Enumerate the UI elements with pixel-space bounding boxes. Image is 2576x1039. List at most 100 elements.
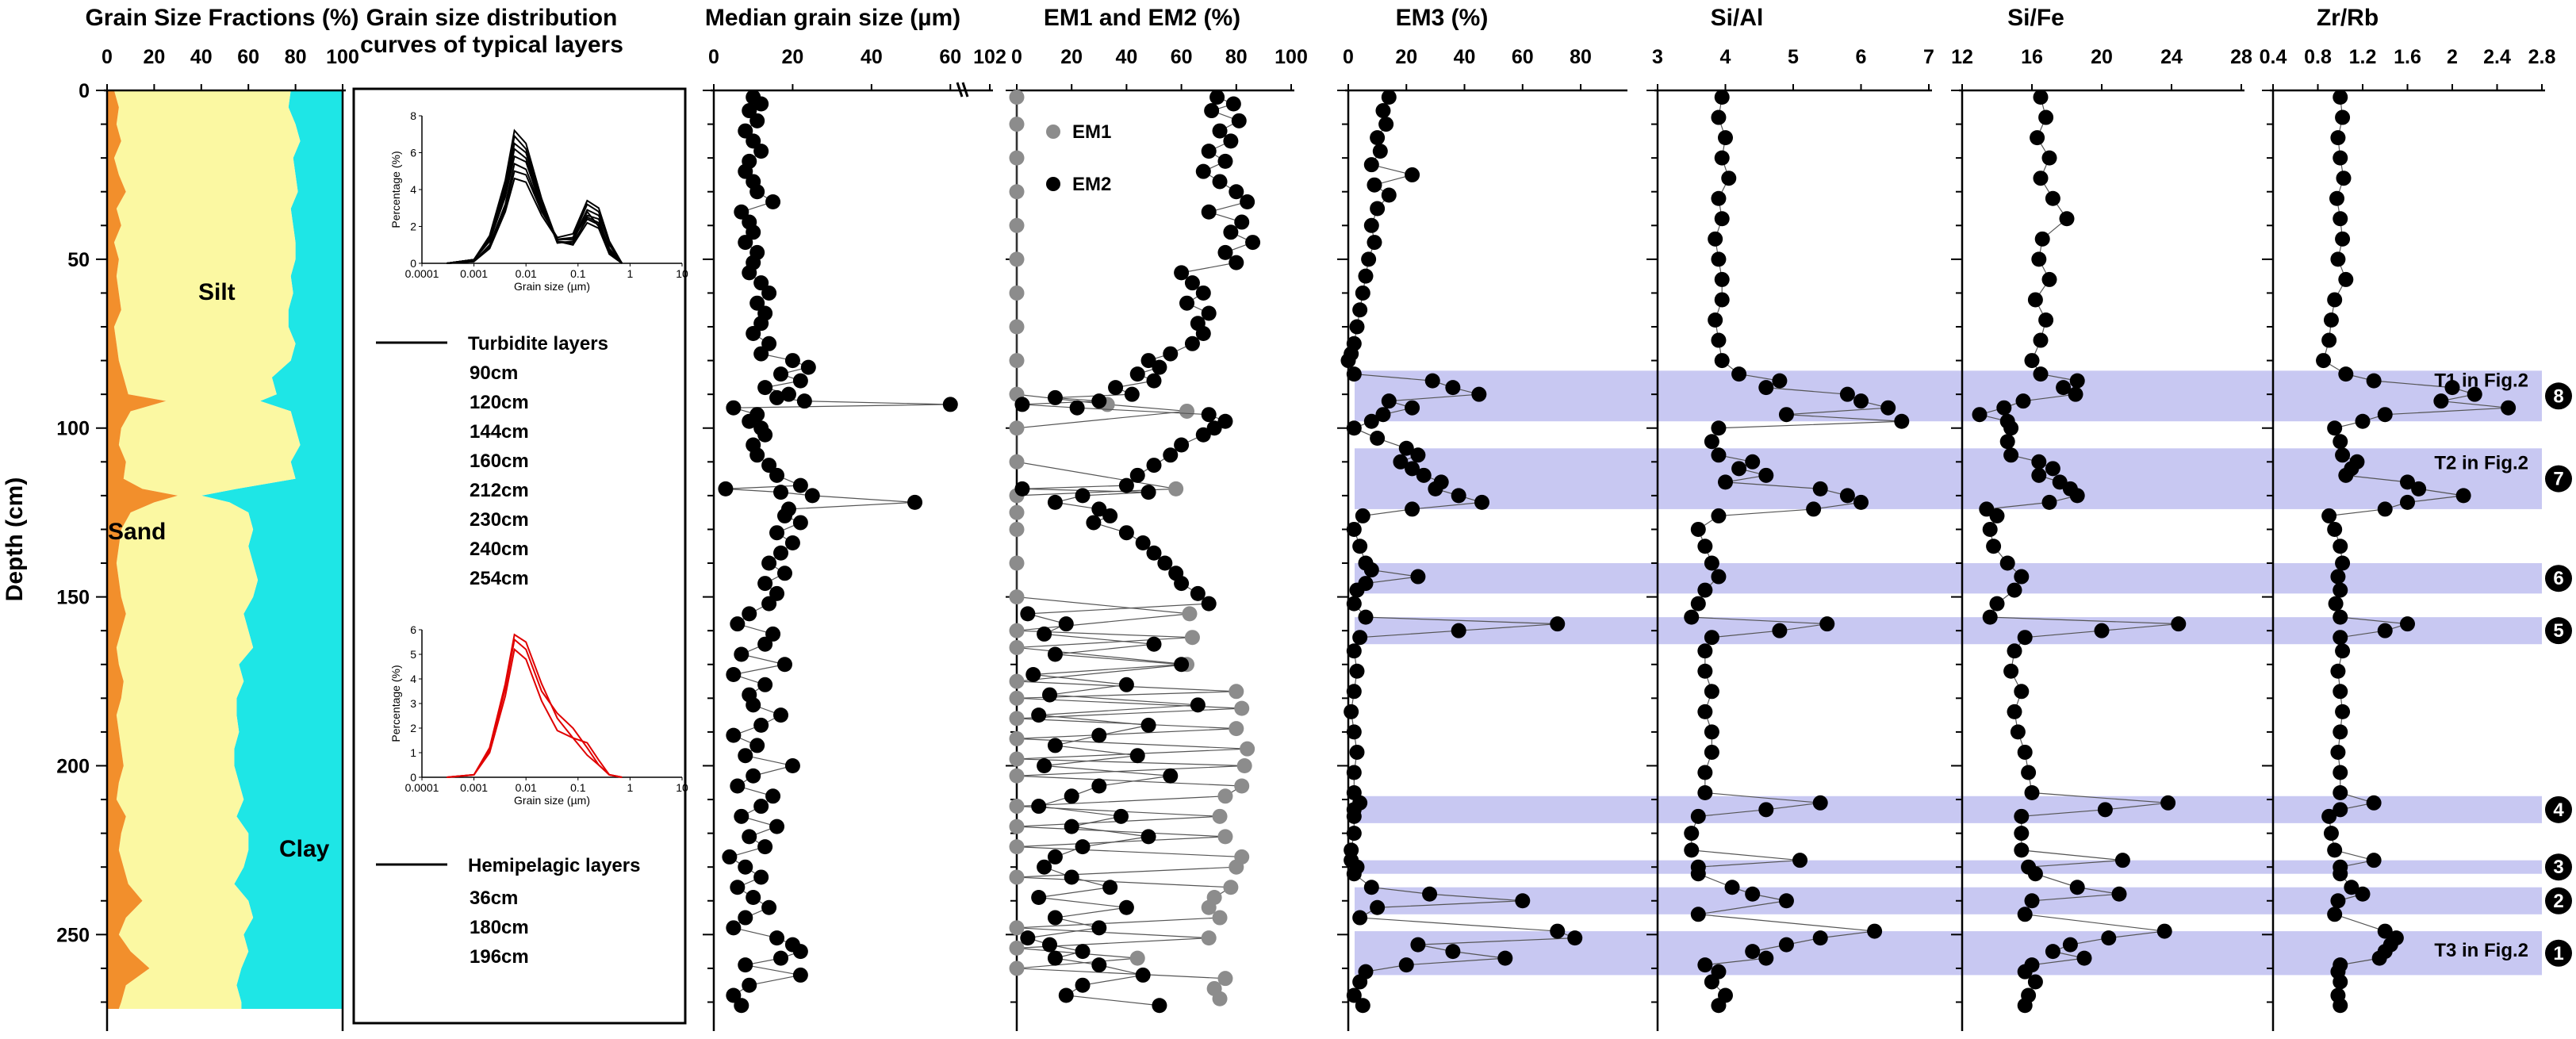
em2-point xyxy=(1212,123,1228,139)
band-layer-1-sife xyxy=(1961,931,2275,976)
sial-point xyxy=(1812,795,1828,811)
panel-title-em3: EM3 (%) xyxy=(1396,5,1489,31)
panel-title-median: Median grain size (µm) xyxy=(705,5,960,31)
sife-point xyxy=(2033,366,2049,382)
sial-point xyxy=(1714,211,1730,227)
em1-point xyxy=(1201,899,1217,915)
em2-point xyxy=(1058,987,1074,1003)
em1-point-line xyxy=(1016,97,1248,999)
em3-point xyxy=(1346,826,1362,842)
em1-point xyxy=(1129,950,1145,966)
sife-point xyxy=(2041,150,2057,166)
median-point xyxy=(749,738,765,753)
sial-point xyxy=(1714,271,1730,287)
em1-point xyxy=(1009,819,1025,834)
sial-point xyxy=(1711,251,1727,267)
turbidite-depth-item: 160cm xyxy=(470,450,529,472)
depth-tick-label: 100 xyxy=(56,418,90,440)
median-point xyxy=(780,386,796,402)
median-point xyxy=(907,494,923,510)
sial-point xyxy=(1697,663,1713,679)
zrrb-point xyxy=(2366,795,2382,811)
median-tick-label: 40 xyxy=(861,46,883,68)
band-layer-2-zrrb xyxy=(2271,887,2542,914)
em2-point xyxy=(1047,950,1063,966)
curve-90cm xyxy=(447,128,623,264)
em2-point xyxy=(1174,437,1190,453)
em3-point xyxy=(1352,910,1368,926)
median-point xyxy=(730,778,746,794)
em3-point xyxy=(1346,808,1362,824)
sife-point xyxy=(2021,765,2037,780)
em2-point xyxy=(1118,525,1134,541)
sial-point xyxy=(1714,90,1730,105)
median-point xyxy=(773,950,789,966)
zrrb-point xyxy=(2333,724,2348,740)
band-layer-6-em3 xyxy=(1355,563,1658,594)
inset-x-tick-label: 1 xyxy=(627,781,634,794)
median-point xyxy=(726,727,742,743)
panel-si-al: Si/Al 3 4 5 6 7 xyxy=(1646,5,1934,1031)
turbidite-depth-list: 90cm 120cm 144cm 160cm 212cm 230cm 240cm 254cm xyxy=(470,362,529,589)
em1-point xyxy=(1009,673,1025,689)
zrrb-point xyxy=(2323,312,2339,328)
zrrb-point xyxy=(2330,893,2346,909)
sife-point xyxy=(2014,826,2030,842)
zrrb-point xyxy=(2329,190,2345,206)
em2-point xyxy=(1201,596,1217,612)
depth-tick-label: 150 xyxy=(56,587,90,609)
em3-point xyxy=(1370,130,1386,146)
inset-y-tick-label: 5 xyxy=(410,648,416,661)
zrrb-point xyxy=(2330,569,2346,585)
median-point xyxy=(776,566,792,581)
zrrb-point xyxy=(2330,744,2346,760)
median-point xyxy=(792,944,808,960)
zrrb-point xyxy=(2355,413,2371,429)
em2-point xyxy=(1091,501,1107,517)
median-point xyxy=(730,616,746,632)
median-point xyxy=(738,748,753,764)
band-layer-6-zrrb xyxy=(2271,563,2542,594)
median-point xyxy=(742,265,757,281)
em1-point xyxy=(1009,920,1025,936)
panel-title-curves-line1: Grain size distribution xyxy=(366,5,618,31)
zrrb-point xyxy=(2338,271,2354,287)
em3-point xyxy=(1405,501,1420,517)
depth-tick-label: 50 xyxy=(67,249,90,271)
median-point xyxy=(738,235,753,251)
layer-labels: 8 T1 in Fig.2 7 T2 in Fig.2 6 5 4 3 2 1 T3 in Fig.… xyxy=(2434,370,2572,967)
layer-annotation: T3 in Fig.2 xyxy=(2434,940,2528,961)
median-point xyxy=(769,819,785,834)
zrrb-point xyxy=(2333,609,2348,625)
turbidite-depth-item: 144cm xyxy=(470,421,529,443)
curve-196cm xyxy=(447,647,623,778)
em3-point xyxy=(1363,217,1379,233)
median-point xyxy=(753,717,769,733)
em2-point xyxy=(1217,413,1233,429)
inset-x-tick-label: 10 xyxy=(676,781,688,794)
sial-point xyxy=(1714,353,1730,369)
fractions-tick-label: 0 xyxy=(102,46,113,68)
em3-point xyxy=(1398,957,1414,973)
em1-point xyxy=(1009,555,1025,571)
em3-point xyxy=(1355,285,1370,301)
sife-tick-label: 20 xyxy=(2091,46,2113,68)
sial-point xyxy=(1697,643,1713,659)
sial-point xyxy=(1772,623,1788,638)
em1-point xyxy=(1009,184,1025,200)
zrrb-point xyxy=(2377,501,2393,517)
median-point xyxy=(738,859,753,875)
em1-point xyxy=(1009,521,1025,537)
hemipelagic-legend-label: Hemipelagic layers xyxy=(468,855,640,876)
em3-point xyxy=(1393,454,1409,470)
sial-point xyxy=(1711,420,1727,436)
sial-point xyxy=(1867,923,1883,939)
sife-tick-label: 24 xyxy=(2160,46,2183,68)
em2-point xyxy=(1113,808,1129,824)
em2-point xyxy=(1201,204,1217,220)
em2-point xyxy=(1231,113,1247,128)
em1-point xyxy=(1182,606,1198,622)
fraction-axes: 0 50 100 150 200 250 0 20 40 60 80 100 xyxy=(56,46,359,1031)
layer-annotation: T2 in Fig.2 xyxy=(2434,453,2528,474)
em1-point xyxy=(1009,589,1025,605)
